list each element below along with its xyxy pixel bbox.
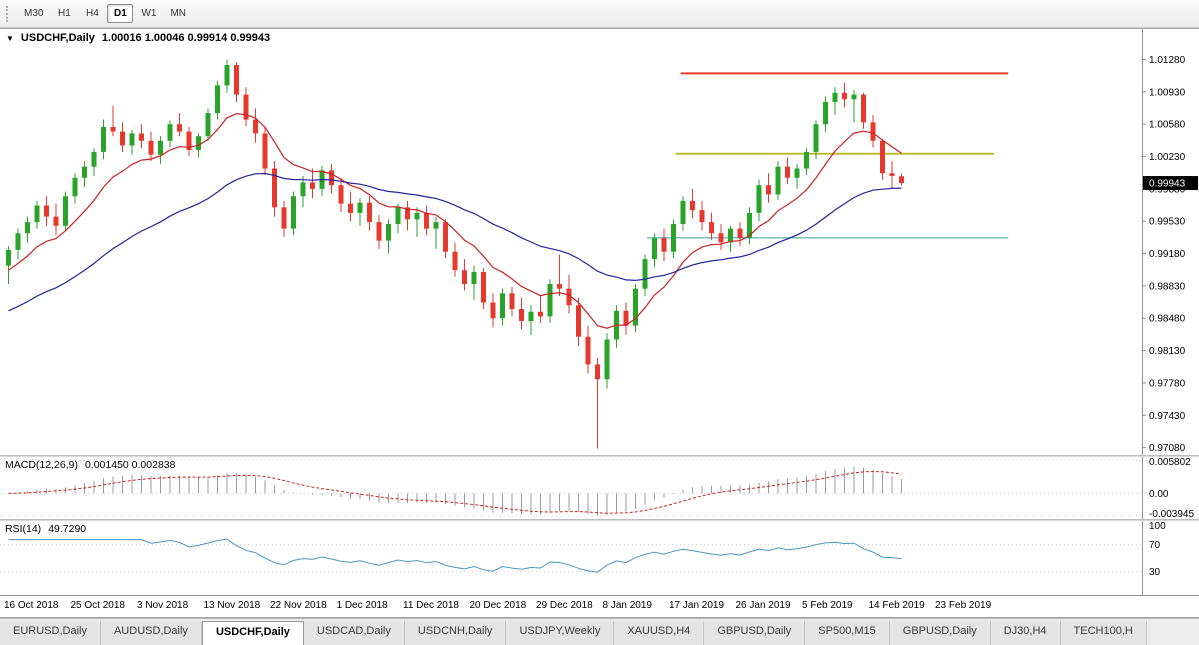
timeframe-button-h4[interactable]: H4 xyxy=(86,8,99,19)
candlestick-chart-canvas[interactable]: 1.012801.009301.005801.002300.998800.995… xyxy=(0,29,1199,455)
svg-text:0.99943: 0.99943 xyxy=(1149,179,1186,190)
chart-tab-tech100-h[interactable]: TECH100,H xyxy=(1060,621,1147,645)
macd-name: MACD(12,26,9) xyxy=(5,459,78,471)
timeframe-toolbar: M30 H1 H4 D1 W1 MN xyxy=(0,0,1199,28)
svg-text:-0.003945: -0.003945 xyxy=(1149,509,1194,519)
svg-text:0.98830: 0.98830 xyxy=(1149,281,1186,292)
chart-tab-dj30-h4[interactable]: DJ30,H4 xyxy=(990,621,1061,645)
time-axis-label: 16 Oct 2018 xyxy=(4,600,59,611)
time-axis-label: 14 Feb 2019 xyxy=(868,600,925,611)
chart-dropdown-icon[interactable]: ▼ xyxy=(6,33,14,43)
timeframe-button-d1[interactable]: D1 xyxy=(107,4,134,23)
time-axis-label: 29 Dec 2018 xyxy=(536,600,593,611)
timeframe-button-h1[interactable]: H1 xyxy=(58,8,71,19)
macd-label: MACD(12,26,9) 0.001450 0.002838 xyxy=(5,459,175,471)
chart-symbol-label: USDCHF,Daily xyxy=(20,32,95,44)
timeframe-button-m30[interactable]: M30 xyxy=(24,8,44,19)
svg-text:0.97430: 0.97430 xyxy=(1149,411,1186,422)
svg-text:0.99530: 0.99530 xyxy=(1149,217,1186,228)
svg-text:1.00580: 1.00580 xyxy=(1149,120,1186,131)
svg-text:0.97080: 0.97080 xyxy=(1149,443,1186,454)
time-axis-label: 5 Feb 2019 xyxy=(802,600,853,611)
svg-text:1.00230: 1.00230 xyxy=(1149,152,1186,163)
timeframe-buttons: M30 H1 H4 D1 W1 MN xyxy=(17,4,193,23)
time-axis-label: 20 Dec 2018 xyxy=(469,600,527,611)
time-axis-label: 11 Dec 2018 xyxy=(403,600,459,611)
rsi-label: RSI(14) 49.7290 xyxy=(5,523,86,535)
chart-tabs-bar: EURUSD,Daily AUDUSD,Daily USDCHF,Daily USDC… xyxy=(0,618,1199,645)
svg-text:0.97780: 0.97780 xyxy=(1149,378,1186,389)
timeframe-button-w1[interactable]: W1 xyxy=(141,8,157,19)
time-axis-label: 26 Jan 2019 xyxy=(735,600,791,611)
chart-tab-usdcnh-daily[interactable]: USDCNH,Daily xyxy=(404,621,507,645)
chart-tab-usdcad-daily[interactable]: USDCAD,Daily xyxy=(303,621,405,645)
svg-text:70: 70 xyxy=(1149,540,1161,551)
panel-divider[interactable] xyxy=(0,519,1199,521)
chart-tab-eurusd-daily[interactable]: EURUSD,Daily xyxy=(0,621,101,645)
time-axis-label: 23 Feb 2019 xyxy=(935,600,992,611)
svg-text:1.00930: 1.00930 xyxy=(1149,87,1186,98)
time-axis-label: 1 Dec 2018 xyxy=(336,600,388,611)
svg-text:0.005802: 0.005802 xyxy=(1149,457,1191,468)
chart-tab-usdjpy-weekly[interactable]: USDJPY,Weekly xyxy=(506,621,615,645)
chart-tab-audusd-daily[interactable]: AUDUSD,Daily xyxy=(100,621,202,645)
rsi-chart-canvas[interactable]: 100 70 30 xyxy=(0,521,1199,595)
chart-tab-xauusd-h4[interactable]: XAUUSD,H4 xyxy=(614,621,705,645)
price-chart-panel[interactable]: 1.012801.009301.005801.002300.998800.995… xyxy=(0,29,1199,455)
chart-title: ▼ USDCHF,Daily 1.00016 1.00046 0.99914 0… xyxy=(6,32,270,44)
time-axis-label: 17 Jan 2019 xyxy=(669,600,725,611)
chart-tab-gbpusd-daily[interactable]: GBPUSD,Daily xyxy=(889,621,991,645)
rsi-name: RSI(14) xyxy=(5,523,42,535)
macd-values: 0.001450 0.002838 xyxy=(84,459,176,471)
svg-text:100: 100 xyxy=(1149,521,1166,532)
svg-text:30: 30 xyxy=(1149,567,1161,578)
time-axis-label: 3 Nov 2018 xyxy=(137,600,189,611)
chart-tab-sp500-m15[interactable]: SP500,M15 xyxy=(805,621,890,645)
rsi-panel[interactable]: 100 70 30 RSI(14) 49.7290 xyxy=(0,521,1199,595)
svg-text:0.99180: 0.99180 xyxy=(1149,249,1186,260)
chart-window: 1.012801.009301.005801.002300.998800.995… xyxy=(0,28,1199,618)
svg-text:0.98480: 0.98480 xyxy=(1149,314,1186,325)
time-axis-label: 25 Oct 2018 xyxy=(70,600,125,611)
time-axis-label: 13 Nov 2018 xyxy=(203,600,261,611)
chart-tab-gbpusd-daily[interactable]: GBPUSD,Daily xyxy=(704,621,806,645)
panel-divider[interactable] xyxy=(0,455,1199,457)
rsi-value: 49.7290 xyxy=(48,523,87,535)
svg-text:1.01280: 1.01280 xyxy=(1149,55,1186,66)
svg-text:0.98130: 0.98130 xyxy=(1149,346,1186,357)
timeframe-button-mn[interactable]: MN xyxy=(170,8,187,19)
time-axis-label: 22 Nov 2018 xyxy=(270,600,327,611)
macd-panel[interactable]: 0.005802 0.00 -0.003945 MACD(12,26,9) 0.00… xyxy=(0,457,1199,519)
time-axis[interactable]: 16 Oct 2018 25 Oct 2018 3 Nov 2018 13 Nov 2… xyxy=(0,595,1199,617)
toolbar-grip[interactable] xyxy=(6,5,10,22)
time-axis-label: 8 Jan 2019 xyxy=(602,600,653,611)
chart-tab-usdchf-daily[interactable]: USDCHF,Daily xyxy=(201,621,304,645)
svg-text:0.00: 0.00 xyxy=(1149,489,1169,500)
chart-ohlc-values: 1.00016 1.00046 0.99914 0.99943 xyxy=(101,32,271,44)
macd-chart-canvas[interactable]: 0.005802 0.00 -0.003945 xyxy=(0,457,1199,519)
